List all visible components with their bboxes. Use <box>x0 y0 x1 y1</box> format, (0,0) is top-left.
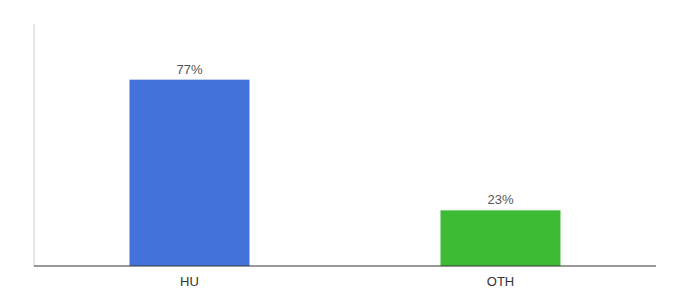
data-label: 23% <box>487 192 513 207</box>
x-axis-line <box>34 266 656 267</box>
bars <box>130 80 561 266</box>
x-tick-label: OTH <box>487 274 514 289</box>
chart-container: 77% 23% HU OTH <box>0 0 680 300</box>
bar <box>441 210 561 266</box>
x-tick-label: HU <box>180 274 199 289</box>
chart-svg: 77% 23% HU OTH <box>0 0 680 300</box>
bar <box>130 80 250 266</box>
labels: 77% 23% HU OTH <box>176 62 514 289</box>
y-axis-line <box>34 24 35 266</box>
data-label: 77% <box>176 62 202 77</box>
